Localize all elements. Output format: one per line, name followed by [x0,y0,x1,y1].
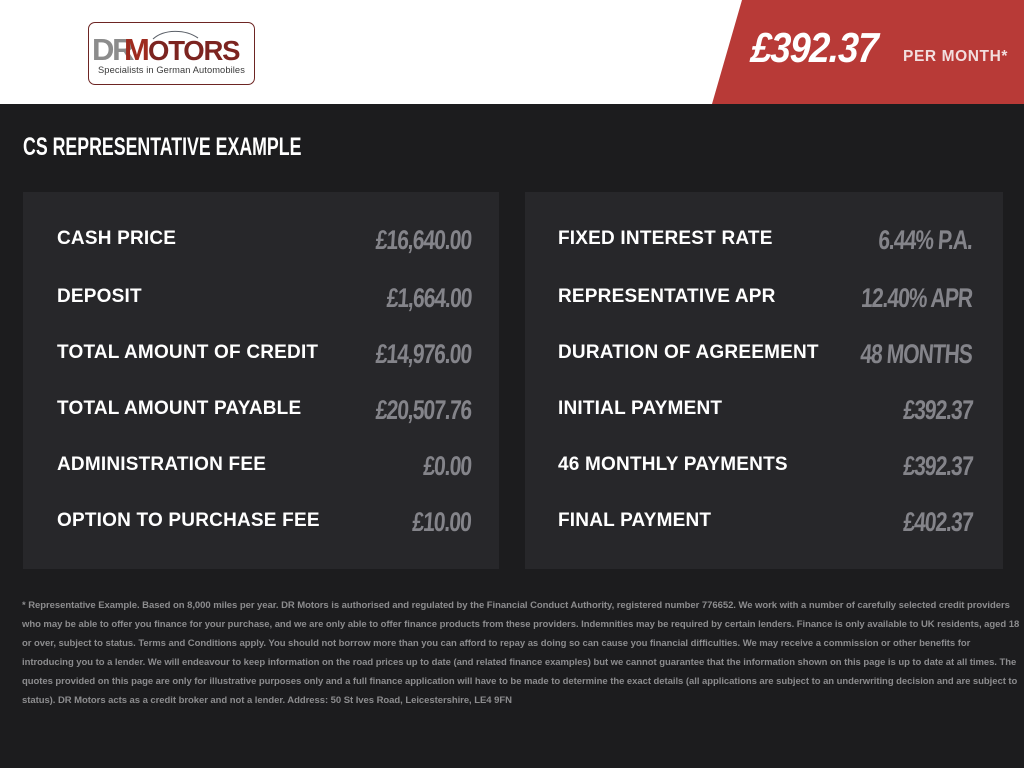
svg-text:M: M [124,32,150,67]
svg-text:OTORS: OTORS [148,35,240,66]
